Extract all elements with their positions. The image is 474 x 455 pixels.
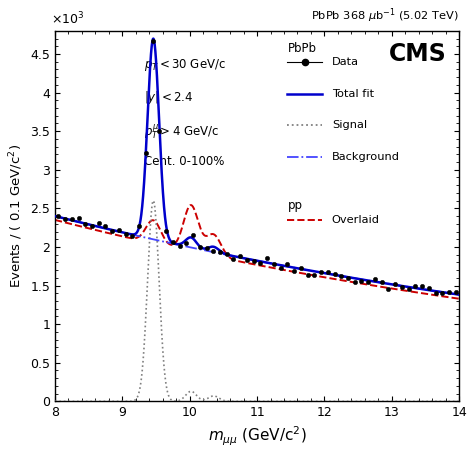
Text: Data: Data (332, 57, 359, 67)
Text: $|y| < 2.4$: $|y| < 2.4$ (144, 89, 193, 106)
Text: CMS: CMS (389, 42, 447, 66)
Text: pp: pp (287, 199, 302, 212)
Text: $p_T^{\mu} > 4$ GeV/c: $p_T^{\mu} > 4$ GeV/c (144, 122, 219, 141)
X-axis label: $m_{\mu\mu}$ (GeV/c$^2$): $m_{\mu\mu}$ (GeV/c$^2$) (208, 425, 307, 448)
Text: $\times10^3$: $\times10^3$ (51, 10, 84, 27)
Y-axis label: Events / ( 0.1 GeV/c$^2$): Events / ( 0.1 GeV/c$^2$) (7, 144, 25, 288)
Text: PbPb: PbPb (287, 42, 316, 55)
Text: Background: Background (332, 152, 400, 162)
Text: Overlaid: Overlaid (332, 215, 380, 225)
Text: Total fit: Total fit (332, 89, 374, 99)
Text: Cent. 0-100%: Cent. 0-100% (144, 155, 224, 167)
Text: PbPb 368 $\mu$b$^{-1}$ (5.02 TeV): PbPb 368 $\mu$b$^{-1}$ (5.02 TeV) (311, 7, 459, 25)
Text: $p_T < 30$ GeV/c: $p_T < 30$ GeV/c (144, 57, 226, 73)
Text: Signal: Signal (332, 120, 367, 130)
